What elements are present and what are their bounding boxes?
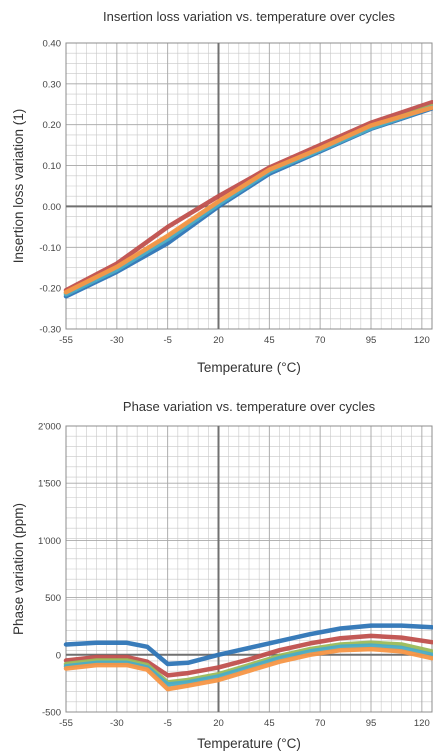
series-line-2 (63, 633, 433, 678)
chart-1: -55 -30 -5 20 45 70 95 120 0.40 0.30 0.20 0.10 0.00 -… (11, 9, 433, 375)
series-line-1 (63, 623, 433, 667)
plot-border (65, 425, 433, 713)
x-tick-label: -55 (59, 335, 73, 346)
chart-title: Phase variation vs. temperature over cyc… (123, 399, 376, 414)
x-tick-label: -5 (163, 718, 171, 729)
x-tick-label: 45 (264, 335, 275, 346)
x-axis-label: Temperature (°C) (197, 360, 301, 375)
x-tick-label: 20 (213, 335, 224, 346)
x-tick-label: -30 (110, 718, 124, 729)
series-group (63, 623, 433, 692)
series-group (63, 99, 433, 299)
x-tick-label: 95 (366, 718, 377, 729)
x-tick-label: 20 (213, 718, 224, 729)
series-line-5 (63, 105, 433, 295)
y-axis-label: Insertion loss variation (1) (11, 109, 26, 264)
series-line-2 (63, 99, 433, 293)
y-tick-label: -0.20 (39, 284, 61, 295)
y-tick-label: -0.30 (39, 325, 61, 336)
x-tick-label: -55 (59, 718, 73, 729)
series-line-5 (63, 646, 433, 692)
y-tick-label: -0.10 (39, 243, 61, 254)
y-tick-label: 0.10 (43, 161, 62, 172)
x-axis-label: Temperature (°C) (197, 736, 301, 751)
y-tick-label: 0.40 (43, 39, 62, 50)
y-axis-label: Phase variation (ppm) (11, 503, 26, 635)
x-tick-label: -30 (110, 335, 124, 346)
y-tick-label: 2'000 (38, 422, 61, 433)
x-tick-label: 95 (366, 335, 377, 346)
y-tick-label: 500 (45, 593, 61, 604)
x-tick-label: 120 (414, 718, 430, 729)
y-tick-label: 0.00 (43, 202, 62, 213)
y-tick-label: 0.30 (43, 79, 62, 90)
x-tick-label: -5 (163, 335, 171, 346)
y-tick-label: 0.20 (43, 120, 62, 131)
chart-title: Insertion loss variation vs. temperature… (103, 9, 395, 24)
x-tick-label: 120 (414, 335, 430, 346)
y-tick-label: 1'500 (38, 479, 61, 490)
y-tick-label: 1'000 (38, 536, 61, 547)
y-tick-label: -500 (42, 708, 61, 719)
y-tick-label: 0 (56, 650, 61, 661)
chart-2: -55 -30 -5 20 45 70 95 120 2'000 1'500 1'000 500 0 -5… (11, 399, 433, 751)
x-tick-label: 45 (264, 718, 275, 729)
x-tick-label: 70 (315, 335, 326, 346)
x-tick-label: 70 (315, 718, 326, 729)
plot-border (65, 42, 433, 330)
